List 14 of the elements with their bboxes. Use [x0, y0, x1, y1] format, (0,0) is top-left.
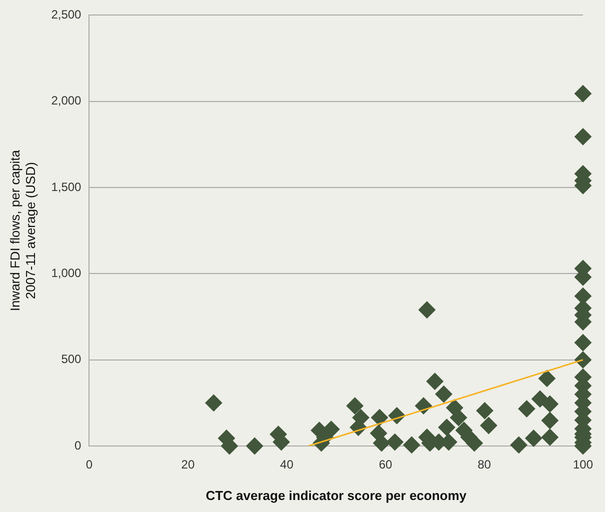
x-tick-label: 20: [181, 458, 195, 472]
x-tick-label: 60: [378, 458, 392, 472]
y-tick-label: 0: [74, 438, 82, 452]
x-tick-label: 100: [572, 458, 594, 472]
y-axis-title: Inward FDI flows, per capita 2007-11 average (USD): [7, 149, 38, 312]
x-tick-label: 0: [86, 458, 93, 472]
x-tick-label: 80: [478, 458, 492, 472]
x-axis-title: CTC average indicator score per economy: [206, 488, 468, 503]
y-tick-label: 2,500: [51, 8, 82, 22]
y-tick-label: 1,000: [51, 266, 82, 280]
y-tick-label: 500: [61, 352, 82, 366]
y-tick-label: 1,500: [51, 180, 82, 194]
x-tick-label: 40: [280, 458, 294, 472]
y-tick-label: 2,000: [51, 94, 82, 108]
